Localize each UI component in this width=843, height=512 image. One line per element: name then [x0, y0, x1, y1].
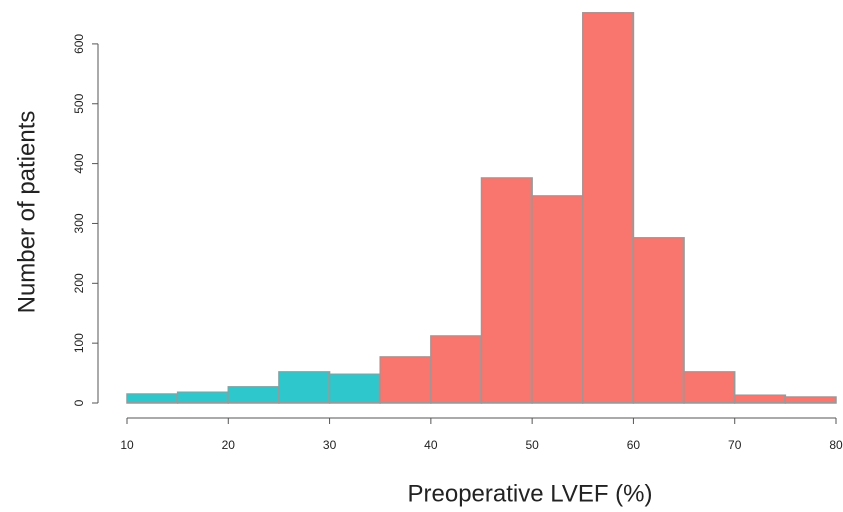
bar — [480, 177, 533, 404]
y-tick-label: 100 — [72, 333, 86, 353]
x-tick-label: 20 — [222, 438, 236, 452]
y-axis-title: Number of patients — [13, 111, 40, 314]
x-tick-label: 70 — [728, 438, 742, 452]
y-tick-label: 600 — [72, 34, 86, 54]
bar — [632, 237, 685, 404]
x-tick-label: 10 — [120, 438, 134, 452]
bar — [531, 195, 584, 404]
y-tick-label: 200 — [72, 273, 86, 293]
bar — [328, 373, 381, 404]
x-axis-title: Preoperative LVEF (%) — [408, 480, 653, 507]
bar — [379, 356, 432, 404]
bar — [430, 335, 483, 404]
bar — [582, 12, 635, 404]
x-tick-label: 30 — [323, 438, 337, 452]
bar — [126, 393, 179, 404]
bar — [176, 391, 230, 404]
x-tick-label: 40 — [424, 438, 438, 452]
y-tick-label: 500 — [72, 93, 86, 113]
bar — [733, 394, 787, 404]
bar — [784, 396, 837, 404]
y-tick-label: 0 — [72, 399, 86, 406]
y-tick-label: 400 — [72, 153, 86, 173]
bar — [683, 371, 736, 404]
x-tick-label: 80 — [829, 438, 843, 452]
x-tick-label: 60 — [627, 438, 641, 452]
x-tick-label: 50 — [525, 438, 539, 452]
bar — [278, 371, 331, 404]
y-tick-label: 300 — [72, 213, 86, 233]
bar — [227, 386, 280, 404]
